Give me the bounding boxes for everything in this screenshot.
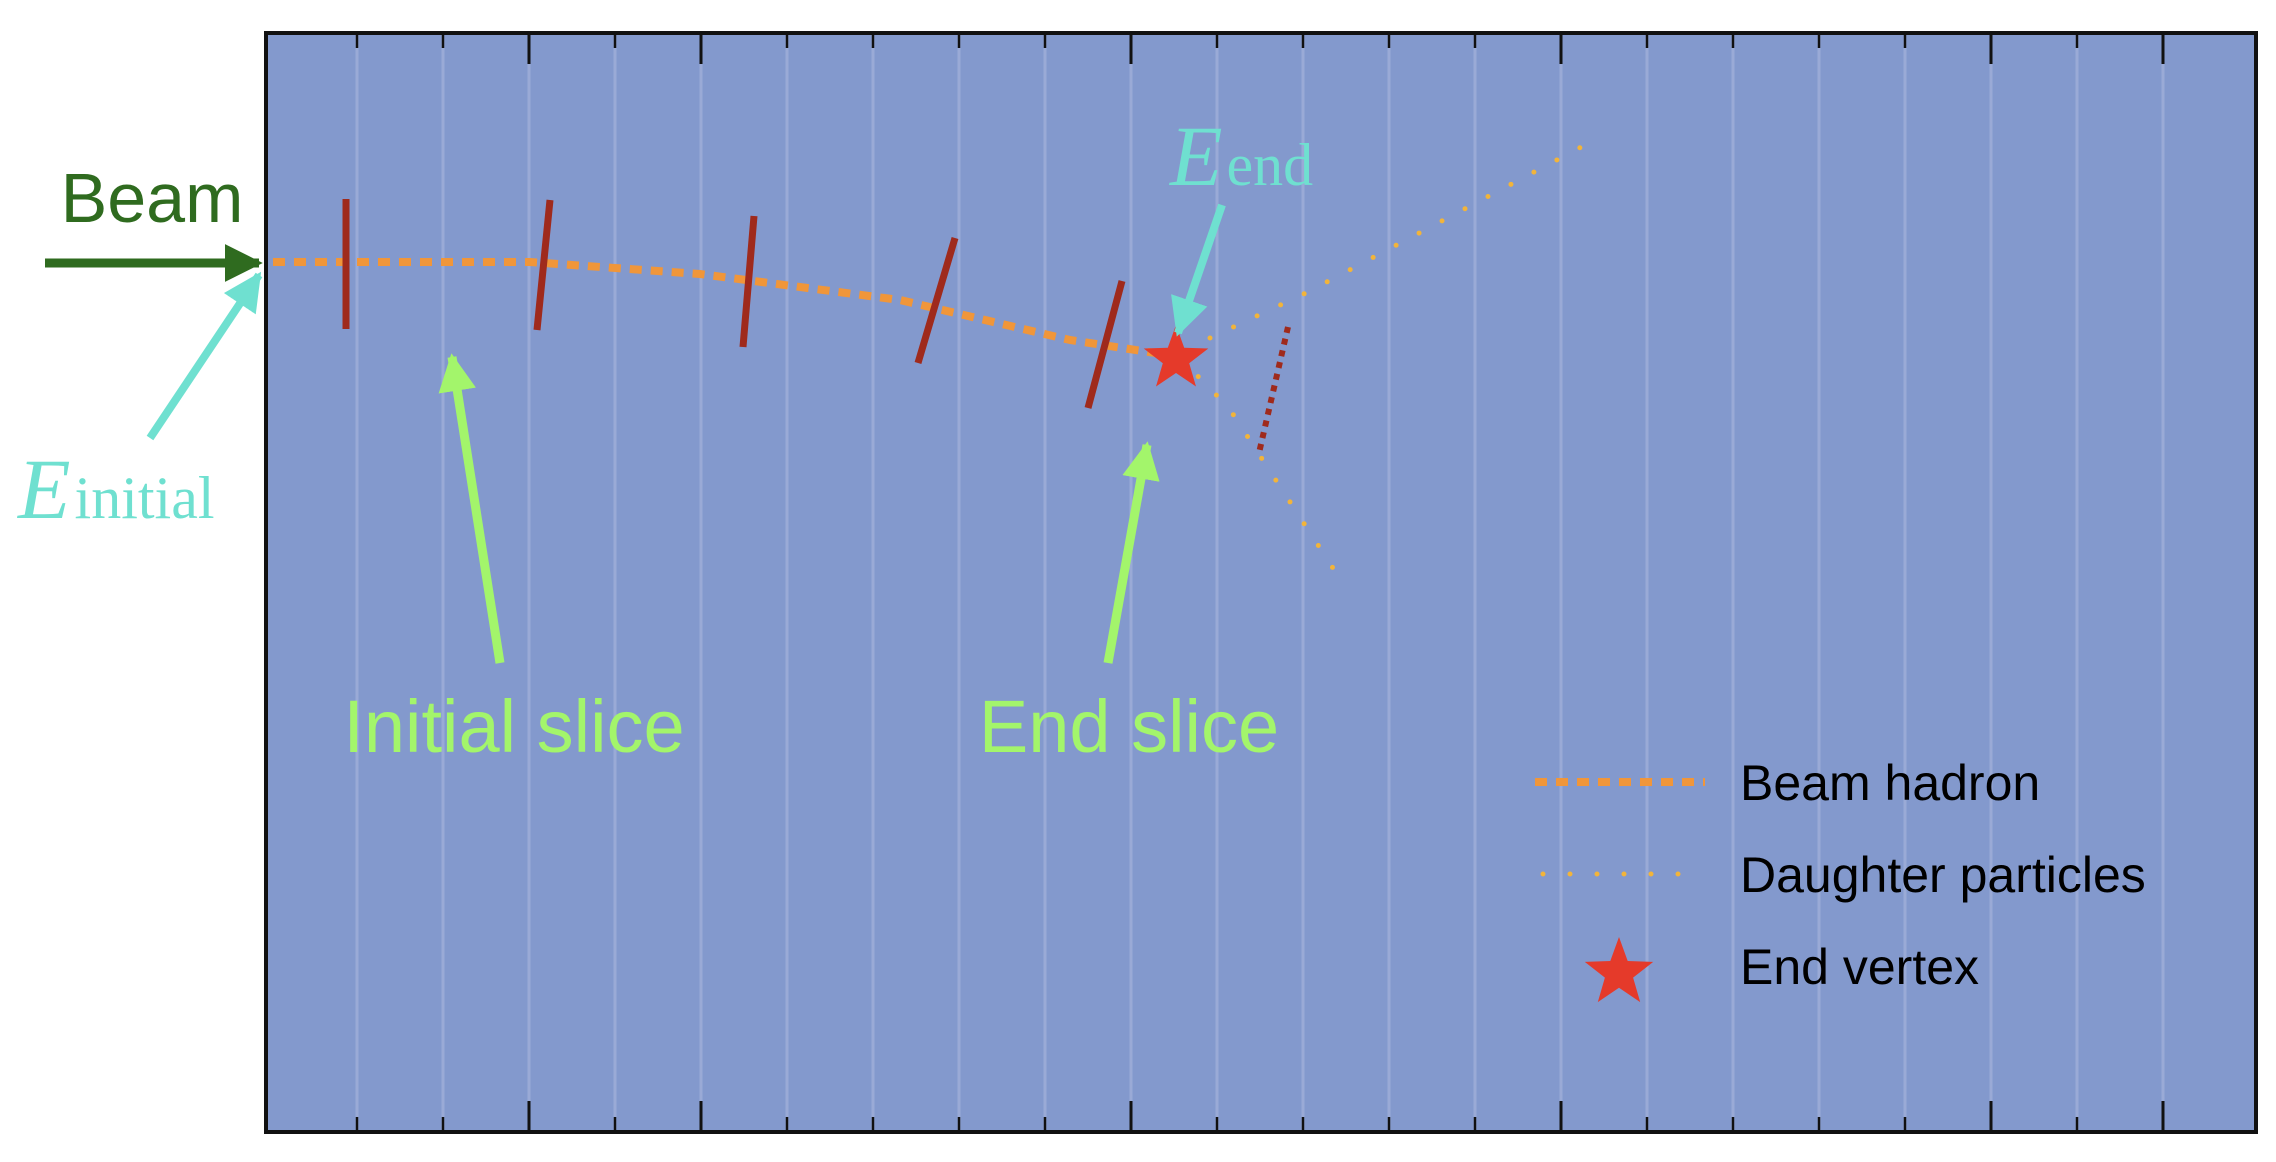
e-initial-subscript: initial (75, 465, 215, 531)
initial-slice-arrow (438, 353, 505, 664)
legend-daughter-particles-label: Daughter particles (1740, 847, 2146, 903)
e-end-symbol: E (1168, 108, 1223, 204)
initial-slice-label: Initial slice (343, 685, 684, 768)
legend-end-vertex-label: End vertex (1740, 939, 1979, 995)
beam-hadron-track (273, 258, 1176, 360)
e-initial-arrow (146, 271, 263, 441)
frame-ticks (355, 33, 2165, 1132)
slice-marker (1084, 280, 1126, 409)
end-vertex-star-icon (1143, 325, 1209, 387)
legend: Beam hadron Daughter particles End verte… (1535, 755, 2146, 1003)
detector-frame (264, 31, 2258, 1134)
e-initial-label: Einitial (16, 441, 215, 537)
daughter-track (1177, 355, 1345, 585)
slice-markers (342, 199, 1126, 409)
legend-end-vertex-star-icon (1584, 937, 1654, 1003)
legend-beam-hadron-label: Beam hadron (1740, 755, 2040, 811)
end-slice-arrow (1103, 441, 1160, 664)
end-slice-label: End slice (979, 685, 1279, 768)
beam-label: Beam (61, 159, 244, 237)
slice-marker (739, 215, 758, 348)
detector-volume (266, 33, 2256, 1132)
e-end-arrow (1171, 203, 1226, 337)
slice-marker (533, 199, 554, 331)
e-end-subscript: end (1227, 132, 1314, 198)
slice-marker (914, 237, 959, 364)
end-slice-dotted-marker (1256, 326, 1291, 454)
daughter-particle-tracks (1177, 133, 1605, 585)
wire-plane-dividers (355, 33, 2165, 1132)
e-initial-symbol: E (16, 441, 71, 537)
e-end-label: Eend (1168, 108, 1313, 204)
